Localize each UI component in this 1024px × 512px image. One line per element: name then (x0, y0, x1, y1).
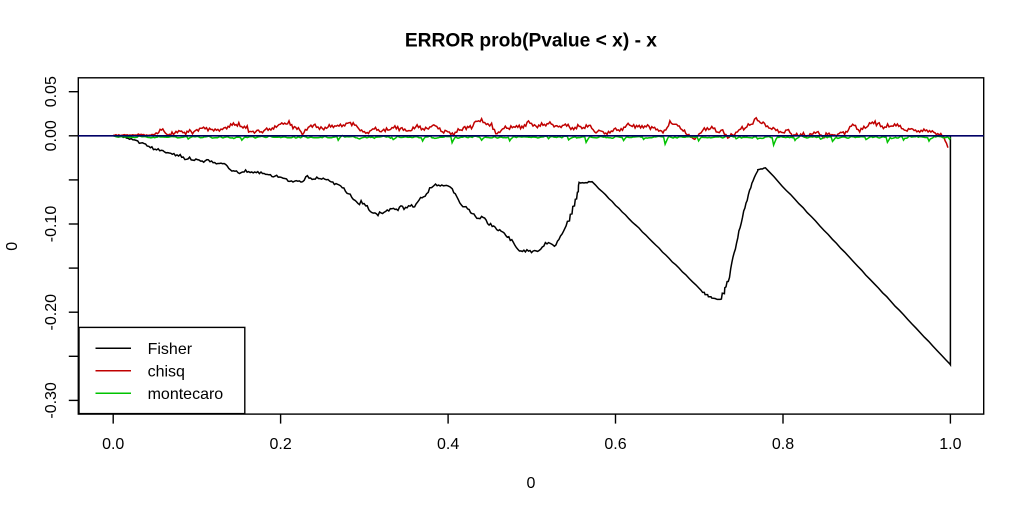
svg-text:-0.10: -0.10 (43, 206, 60, 243)
svg-text:0.05: 0.05 (43, 76, 60, 107)
svg-text:0: 0 (526, 475, 535, 492)
svg-text:0: 0 (4, 242, 21, 251)
svg-text:0.00: 0.00 (43, 120, 60, 151)
svg-text:Fisher: Fisher (148, 341, 193, 358)
svg-text:0.0: 0.0 (102, 436, 124, 453)
svg-text:0.6: 0.6 (604, 436, 626, 453)
svg-text:0.2: 0.2 (269, 436, 291, 453)
svg-text:0.8: 0.8 (772, 436, 794, 453)
svg-text:1.0: 1.0 (939, 436, 961, 453)
svg-text:-0.30: -0.30 (43, 382, 60, 419)
svg-text:chisq: chisq (148, 363, 185, 380)
svg-text:0.4: 0.4 (437, 436, 459, 453)
svg-text:ERROR prob(Pvalue < x) - x: ERROR prob(Pvalue < x) - x (405, 30, 657, 51)
svg-text:montecaro: montecaro (148, 386, 224, 403)
svg-text:-0.20: -0.20 (43, 294, 60, 331)
